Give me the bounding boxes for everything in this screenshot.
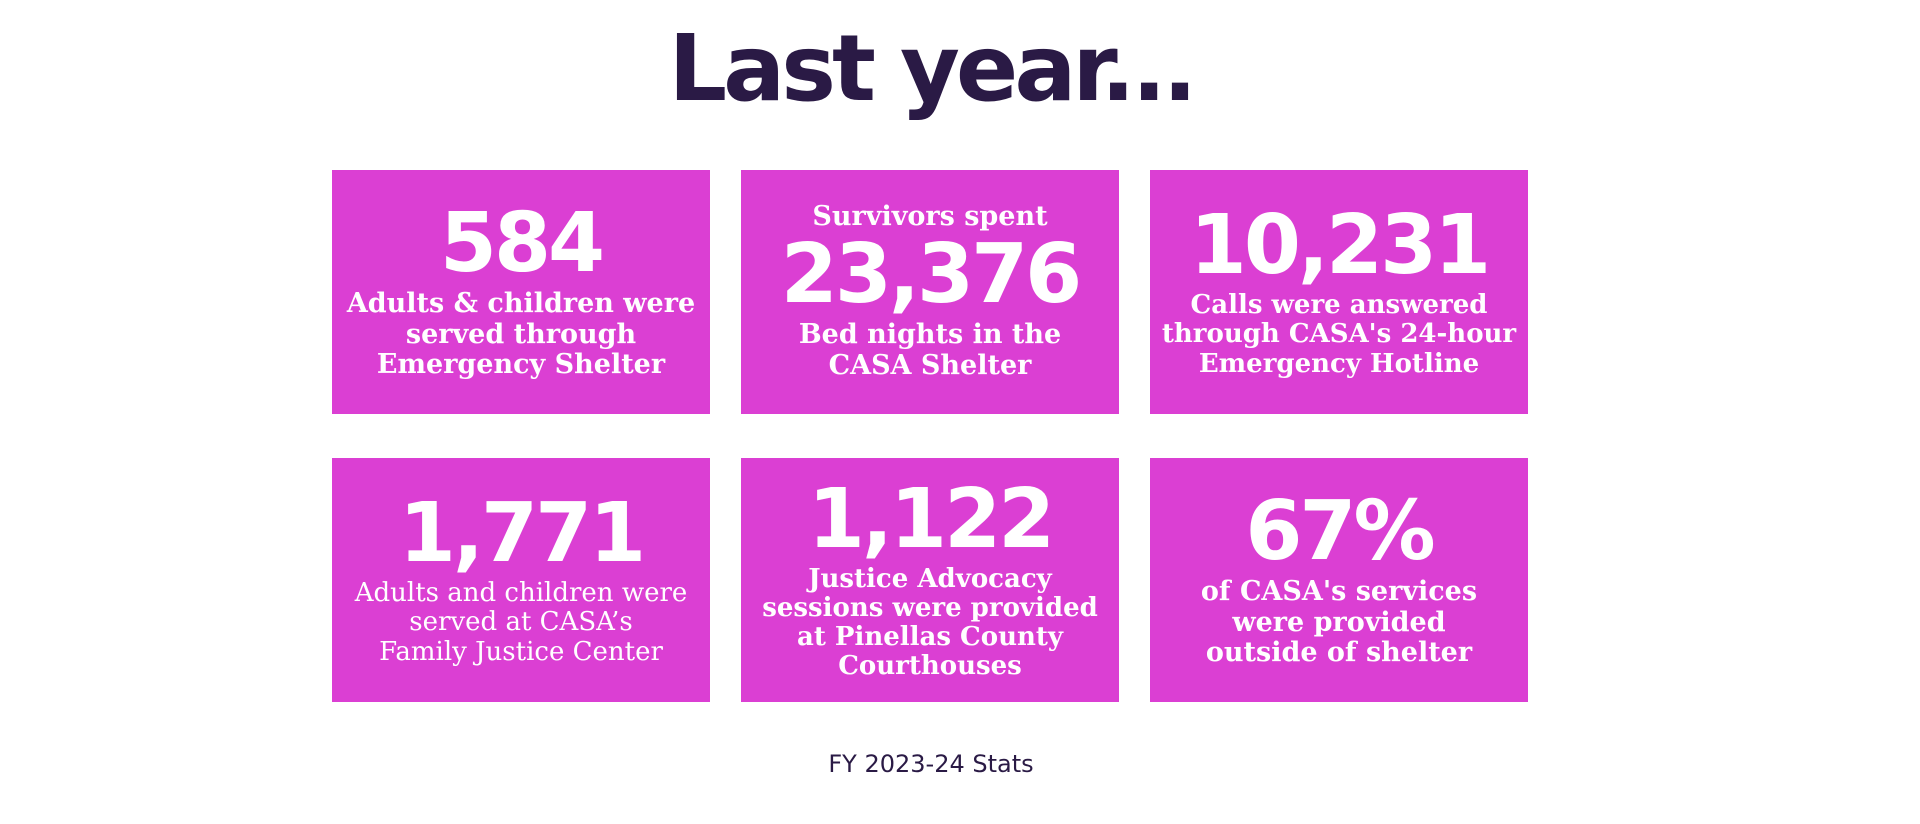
stat-description-line: were provided xyxy=(1232,606,1446,638)
stat-number: 584 xyxy=(439,195,605,291)
stat-prefix: Survivors spent xyxy=(812,201,1048,233)
page-heading: Last year... xyxy=(668,15,1197,122)
stat-description-line: outside of shelter xyxy=(1205,637,1473,669)
stat-number: 23,376 xyxy=(780,227,1082,323)
stat-description-line: sessions were provided xyxy=(762,592,1098,623)
stat-description-line: CASA Shelter xyxy=(828,349,1032,381)
stat-tile-shelter-served: 584 Adults & children were served throug… xyxy=(332,170,710,414)
stats-footer: FY 2023-24 Stats xyxy=(828,750,1034,778)
stats-grid: 584 Adults & children were served throug… xyxy=(332,170,1528,702)
stat-tile-outside-shelter: 67% of CASA's services were provided out… xyxy=(1150,458,1528,702)
stat-description-line: through CASA's 24-hour xyxy=(1161,319,1517,350)
stat-description: of CASA's services were provided outside… xyxy=(1200,575,1478,669)
stat-description-line: of CASA's services xyxy=(1200,575,1478,607)
stat-description: Justice Advocacy sessions were provided … xyxy=(762,563,1098,682)
stat-tile-bed-nights: Survivors spent 23,376 Bed nights in the… xyxy=(741,170,1119,414)
stat-description-line: Adults & children were xyxy=(346,287,696,319)
stat-description-line: served at CASA’s xyxy=(409,607,633,638)
stat-description: Adults & children were served through Em… xyxy=(346,287,696,381)
stat-number: 1,771 xyxy=(398,486,646,582)
stat-description-line: Emergency Shelter xyxy=(376,349,666,381)
stat-description-line: Calls were answered xyxy=(1190,290,1488,321)
stat-description-line: Emergency Hotline xyxy=(1198,348,1480,379)
stat-number: 67% xyxy=(1245,483,1435,579)
stat-description: Adults and children were served at CASA’… xyxy=(355,579,688,666)
stat-tile-hotline-calls: 10,231 Calls were answered through CASA'… xyxy=(1150,170,1528,414)
stat-description: Bed nights in the CASA Shelter xyxy=(798,319,1062,382)
stat-description-line: served through xyxy=(405,318,637,350)
stat-number: 10,231 xyxy=(1189,198,1491,294)
stat-description-line: Adults and children were xyxy=(354,578,688,609)
stat-description-line: Bed nights in the xyxy=(798,319,1062,351)
stat-description-line: Courthouses xyxy=(838,651,1022,682)
stat-description-line: Family Justice Center xyxy=(379,636,663,667)
stat-description: Calls were answered through CASA's 24-ho… xyxy=(1162,291,1516,378)
stat-number: 1,122 xyxy=(807,471,1055,567)
stat-tile-family-justice-center: 1,771 Adults and children were served at… xyxy=(332,458,710,702)
stat-description-line: at Pinellas County xyxy=(796,622,1064,652)
stat-tile-justice-advocacy: 1,122 Justice Advocacy sessions were pro… xyxy=(741,458,1119,702)
stat-description-line: Justice Advocacy xyxy=(808,563,1052,594)
